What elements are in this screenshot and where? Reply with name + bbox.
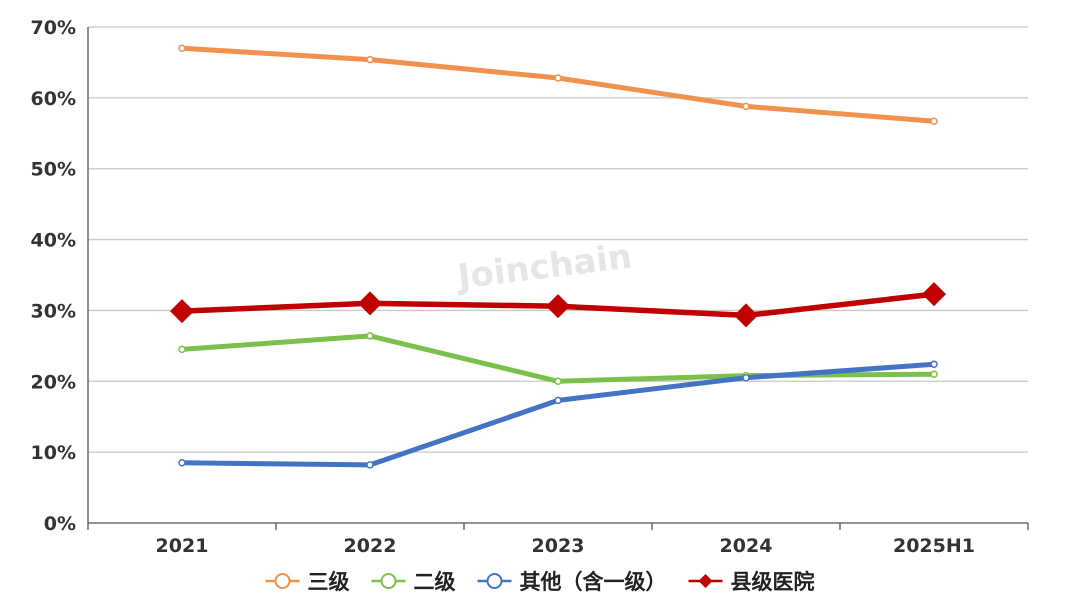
data-point-marker bbox=[554, 377, 562, 386]
data-point-marker bbox=[734, 303, 758, 328]
data-point-marker bbox=[366, 332, 374, 340]
data-point-marker bbox=[546, 294, 570, 319]
legend-diamond-icon bbox=[698, 574, 713, 588]
data-point-marker bbox=[178, 345, 186, 354]
data-point-marker bbox=[178, 459, 186, 467]
series-group bbox=[178, 44, 938, 125]
x-tick-label: 2024 bbox=[720, 535, 773, 557]
legend-label: 二级 bbox=[414, 570, 456, 594]
series-line bbox=[179, 45, 937, 124]
x-tick-label: 2023 bbox=[532, 535, 585, 557]
legend-label: 其他（含一级） bbox=[520, 570, 667, 594]
legend-label: 县级医院 bbox=[731, 570, 815, 594]
legend-circle-icon bbox=[380, 573, 397, 589]
legend-item[interactable]: 县级医院 bbox=[688, 570, 815, 594]
data-point-marker bbox=[366, 461, 374, 469]
data-point-marker bbox=[922, 282, 946, 307]
legend-item[interactable]: 其他（含一级） bbox=[477, 570, 667, 594]
y-tick-label: 70% bbox=[31, 17, 76, 39]
series-lines bbox=[170, 44, 946, 469]
gridlines bbox=[88, 26, 1028, 453]
data-point-marker bbox=[554, 396, 562, 405]
legend-item[interactable]: 三级 bbox=[265, 570, 350, 594]
data-point-marker bbox=[358, 291, 382, 316]
legend-circle-icon bbox=[274, 573, 291, 589]
data-point-marker bbox=[930, 360, 938, 369]
legend-circle-icon bbox=[486, 573, 503, 589]
data-point-marker bbox=[742, 373, 750, 382]
y-tick-label: 50% bbox=[31, 159, 76, 181]
series-group bbox=[178, 332, 938, 386]
data-point-marker bbox=[554, 74, 562, 82]
data-point-marker bbox=[742, 102, 750, 111]
data-point-marker bbox=[366, 55, 374, 64]
data-point-marker bbox=[930, 370, 938, 378]
y-tick-label: 60% bbox=[31, 88, 76, 110]
y-tick-label: 40% bbox=[31, 230, 76, 252]
data-point-marker bbox=[930, 117, 938, 125]
watermark-text: Joinchain bbox=[454, 236, 635, 297]
data-point-marker bbox=[170, 299, 194, 324]
y-tick-label: 30% bbox=[31, 300, 76, 322]
x-tick-label: 2022 bbox=[344, 535, 397, 557]
y-tick-label: 20% bbox=[31, 371, 76, 393]
series-group bbox=[178, 360, 938, 469]
legend-item[interactable]: 二级 bbox=[371, 570, 456, 594]
y-tick-label: 0% bbox=[44, 513, 76, 535]
legend: 三级 二级 其他（含一级） 县级医院 bbox=[265, 570, 815, 594]
x-tick-label: 2021 bbox=[156, 535, 209, 557]
axes: 0% 10% 20% 30% 40% 50% 60% 70% 2021 2022 2023 2024 2… bbox=[31, 17, 1029, 557]
y-tick-label: 10% bbox=[31, 442, 76, 464]
x-tick-label: 2025H1 bbox=[893, 535, 975, 557]
legend-label: 三级 bbox=[308, 570, 350, 594]
data-point-marker bbox=[178, 44, 186, 53]
series-group bbox=[170, 282, 946, 328]
